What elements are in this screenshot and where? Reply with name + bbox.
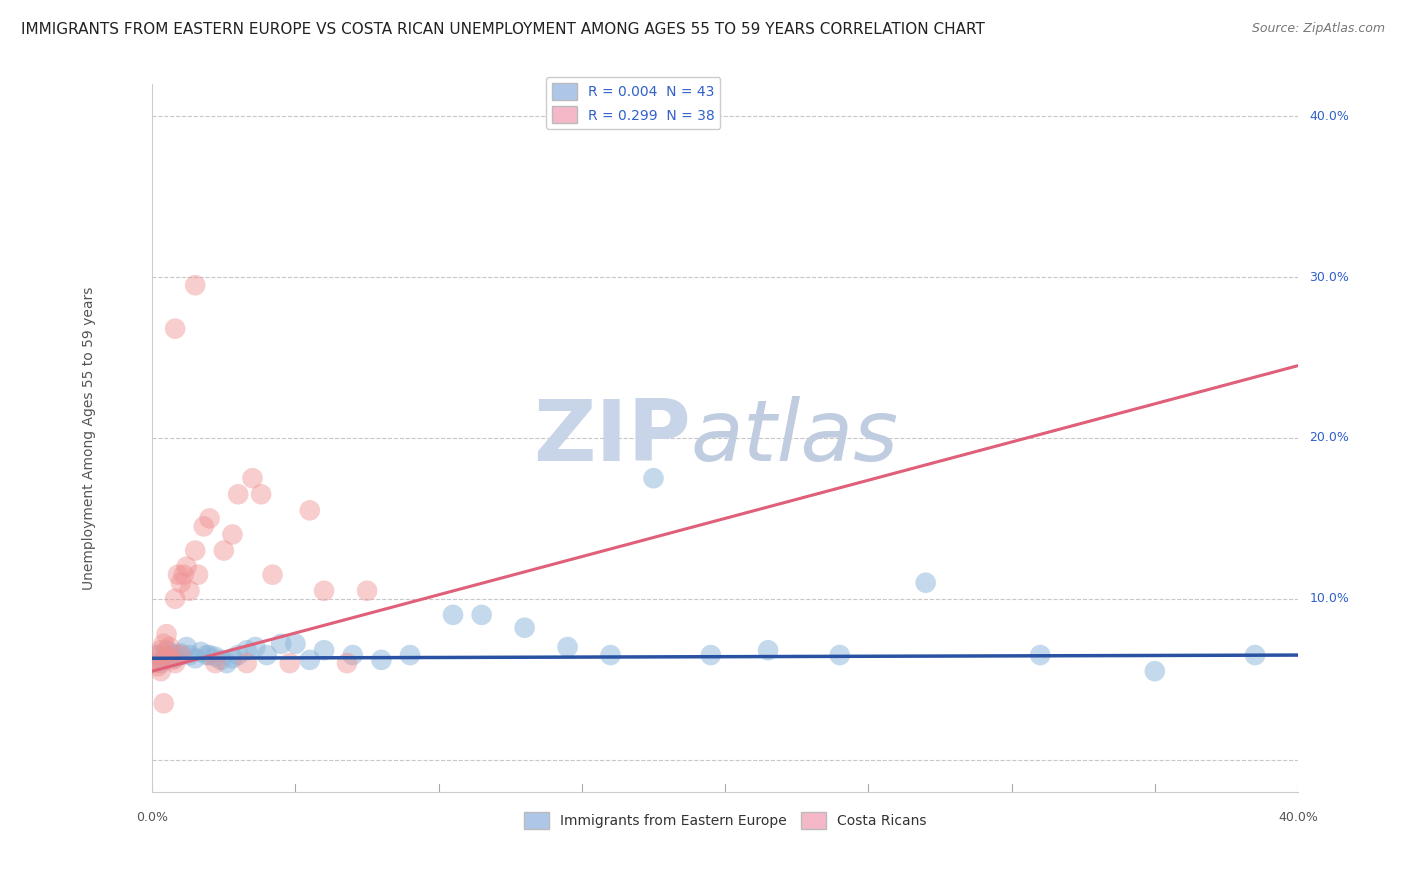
- Point: [176, 559, 198, 574]
- Point: [700, 648, 723, 662]
- Point: [155, 627, 177, 641]
- Point: [1244, 648, 1267, 662]
- Point: [162, 647, 184, 661]
- Point: [165, 651, 187, 665]
- Point: [146, 648, 169, 662]
- Point: [278, 656, 301, 670]
- Point: [599, 648, 621, 662]
- Point: [195, 648, 218, 662]
- Point: [152, 696, 174, 710]
- Point: [162, 653, 184, 667]
- Point: [152, 637, 174, 651]
- Point: [212, 543, 235, 558]
- Point: [557, 640, 579, 654]
- Text: 30.0%: 30.0%: [1309, 270, 1350, 284]
- Point: [152, 653, 174, 667]
- Point: [149, 643, 172, 657]
- Point: [298, 653, 321, 667]
- Point: [262, 567, 284, 582]
- Point: [284, 637, 307, 651]
- Point: [176, 640, 198, 654]
- Point: [165, 591, 187, 606]
- Point: [204, 649, 226, 664]
- Point: [187, 567, 209, 582]
- Point: [314, 583, 336, 598]
- Point: [167, 648, 190, 662]
- Point: [173, 567, 195, 582]
- Text: 40.0%: 40.0%: [1278, 811, 1317, 824]
- Point: [513, 621, 536, 635]
- Point: [1143, 664, 1166, 678]
- Text: 20.0%: 20.0%: [1309, 432, 1350, 444]
- Point: [149, 664, 172, 678]
- Point: [170, 575, 193, 590]
- Point: [756, 643, 779, 657]
- Point: [179, 648, 201, 662]
- Point: [914, 575, 936, 590]
- Text: ZIP: ZIP: [533, 396, 690, 480]
- Point: [190, 645, 212, 659]
- Point: [226, 648, 249, 662]
- Point: [399, 648, 422, 662]
- Point: [157, 649, 180, 664]
- Point: [471, 607, 494, 622]
- Text: atlas: atlas: [690, 396, 898, 480]
- Text: 0.0%: 0.0%: [136, 811, 169, 824]
- Point: [146, 648, 169, 662]
- Point: [184, 651, 207, 665]
- Point: [209, 653, 232, 667]
- Point: [245, 640, 267, 654]
- Point: [204, 656, 226, 670]
- Point: [643, 471, 665, 485]
- Point: [242, 471, 264, 485]
- Point: [170, 647, 193, 661]
- Point: [165, 656, 187, 670]
- Point: [221, 527, 243, 541]
- Point: [179, 583, 201, 598]
- Point: [157, 640, 180, 654]
- Point: [1029, 648, 1052, 662]
- Point: [236, 656, 259, 670]
- Point: [342, 648, 364, 662]
- Point: [146, 659, 169, 673]
- Point: [155, 643, 177, 657]
- Point: [184, 543, 207, 558]
- Point: [370, 653, 392, 667]
- Point: [149, 656, 172, 670]
- Point: [193, 519, 215, 533]
- Legend: R = 0.004  N = 43, R = 0.299  N = 38: R = 0.004 N = 43, R = 0.299 N = 38: [547, 77, 720, 129]
- Point: [314, 643, 336, 657]
- Point: [221, 651, 243, 665]
- Point: [167, 567, 190, 582]
- Text: 40.0%: 40.0%: [1309, 110, 1350, 123]
- Point: [226, 487, 249, 501]
- Point: [165, 321, 187, 335]
- Text: 10.0%: 10.0%: [1309, 592, 1350, 606]
- Point: [250, 487, 273, 501]
- Point: [170, 648, 193, 662]
- Point: [155, 648, 177, 662]
- Point: [215, 656, 238, 670]
- Point: [236, 643, 259, 657]
- Point: [441, 607, 464, 622]
- Point: [298, 503, 321, 517]
- Point: [143, 656, 166, 670]
- Text: Unemployment Among Ages 55 to 59 years: Unemployment Among Ages 55 to 59 years: [82, 286, 96, 590]
- Point: [256, 648, 278, 662]
- Point: [828, 648, 851, 662]
- Point: [270, 637, 292, 651]
- Point: [184, 278, 207, 293]
- Text: IMMIGRANTS FROM EASTERN EUROPE VS COSTA RICAN UNEMPLOYMENT AMONG AGES 55 TO 59 Y: IMMIGRANTS FROM EASTERN EUROPE VS COSTA …: [21, 22, 986, 37]
- Text: Source: ZipAtlas.com: Source: ZipAtlas.com: [1251, 22, 1385, 36]
- Point: [198, 648, 221, 662]
- Point: [198, 511, 221, 525]
- Point: [336, 656, 359, 670]
- Point: [356, 583, 378, 598]
